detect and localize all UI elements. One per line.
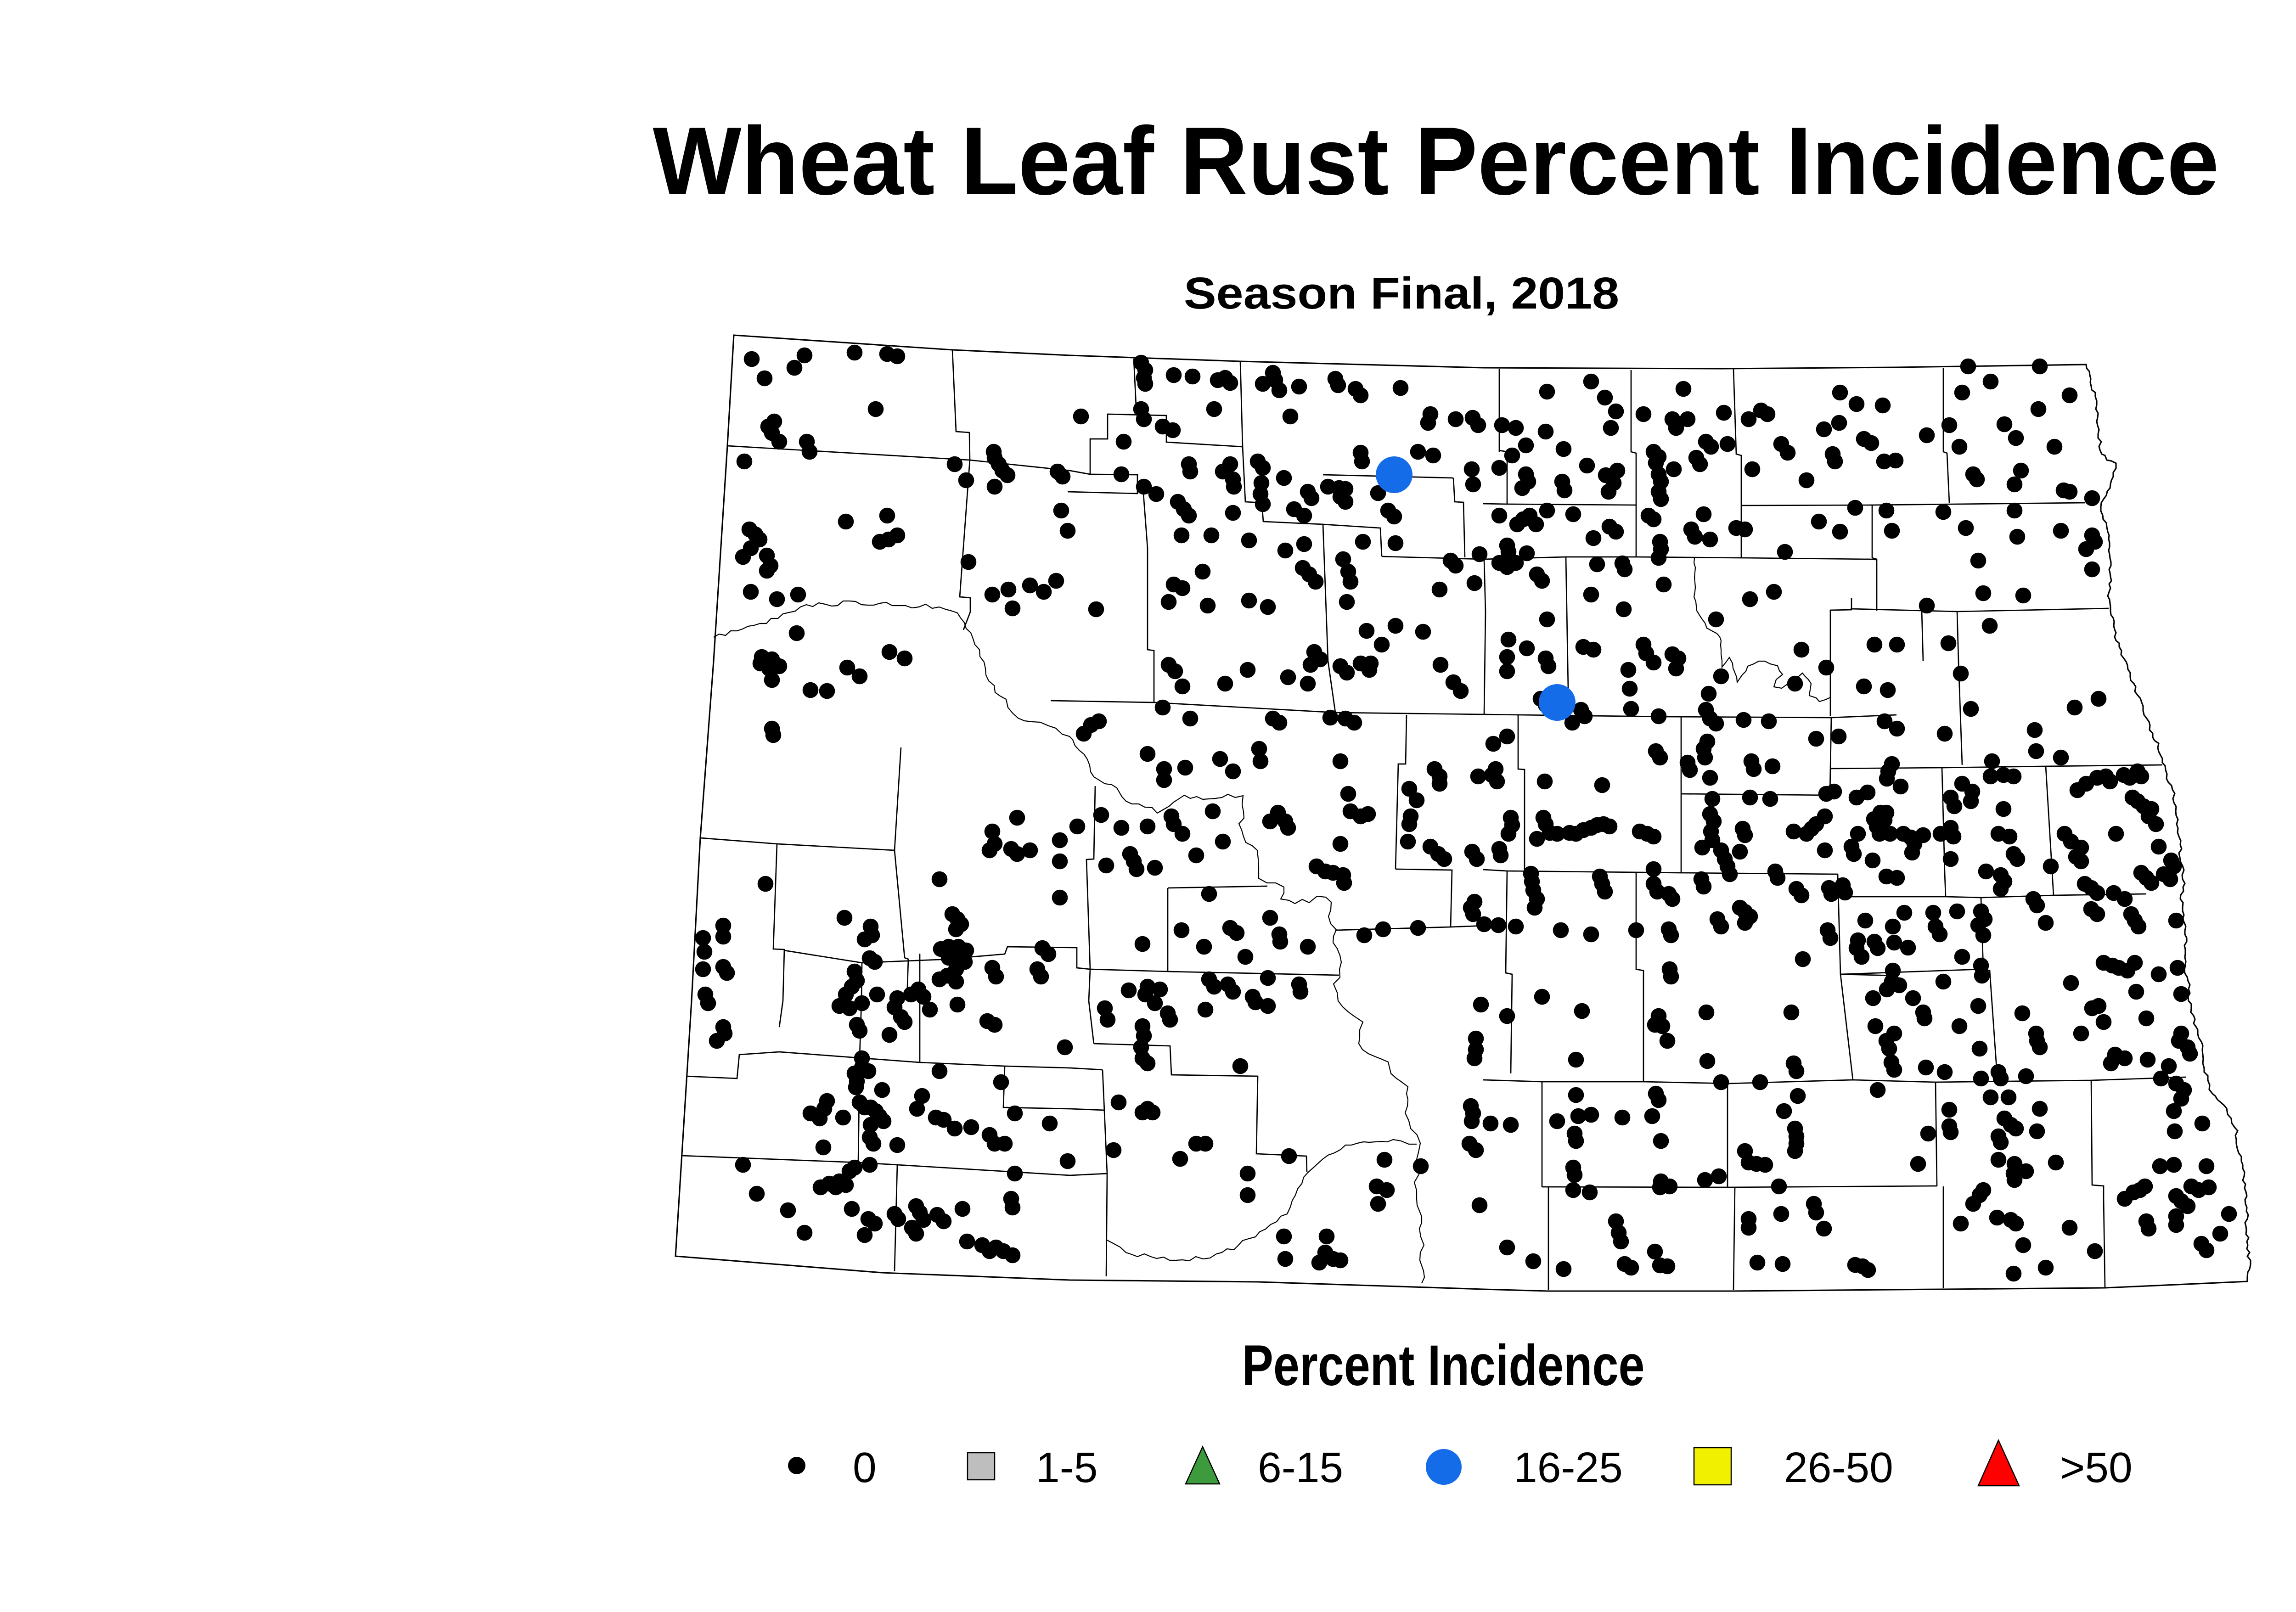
- svg-text:1-5: 1-5: [1036, 1443, 1097, 1491]
- svg-text:16-25: 16-25: [1514, 1443, 1623, 1491]
- svg-text:Season Final, 2018: Season Final, 2018: [1184, 268, 1619, 318]
- svg-text:6-15: 6-15: [1258, 1443, 1343, 1491]
- svg-text:Percent Incidence: Percent Incidence: [1242, 1334, 1645, 1398]
- svg-text:26-50: 26-50: [1784, 1443, 1893, 1491]
- svg-text:>50: >50: [2060, 1443, 2133, 1491]
- svg-text:Wheat Leaf Rust Percent Incide: Wheat Leaf Rust Percent Incidence: [653, 107, 2219, 215]
- svg-text:0: 0: [853, 1443, 877, 1491]
